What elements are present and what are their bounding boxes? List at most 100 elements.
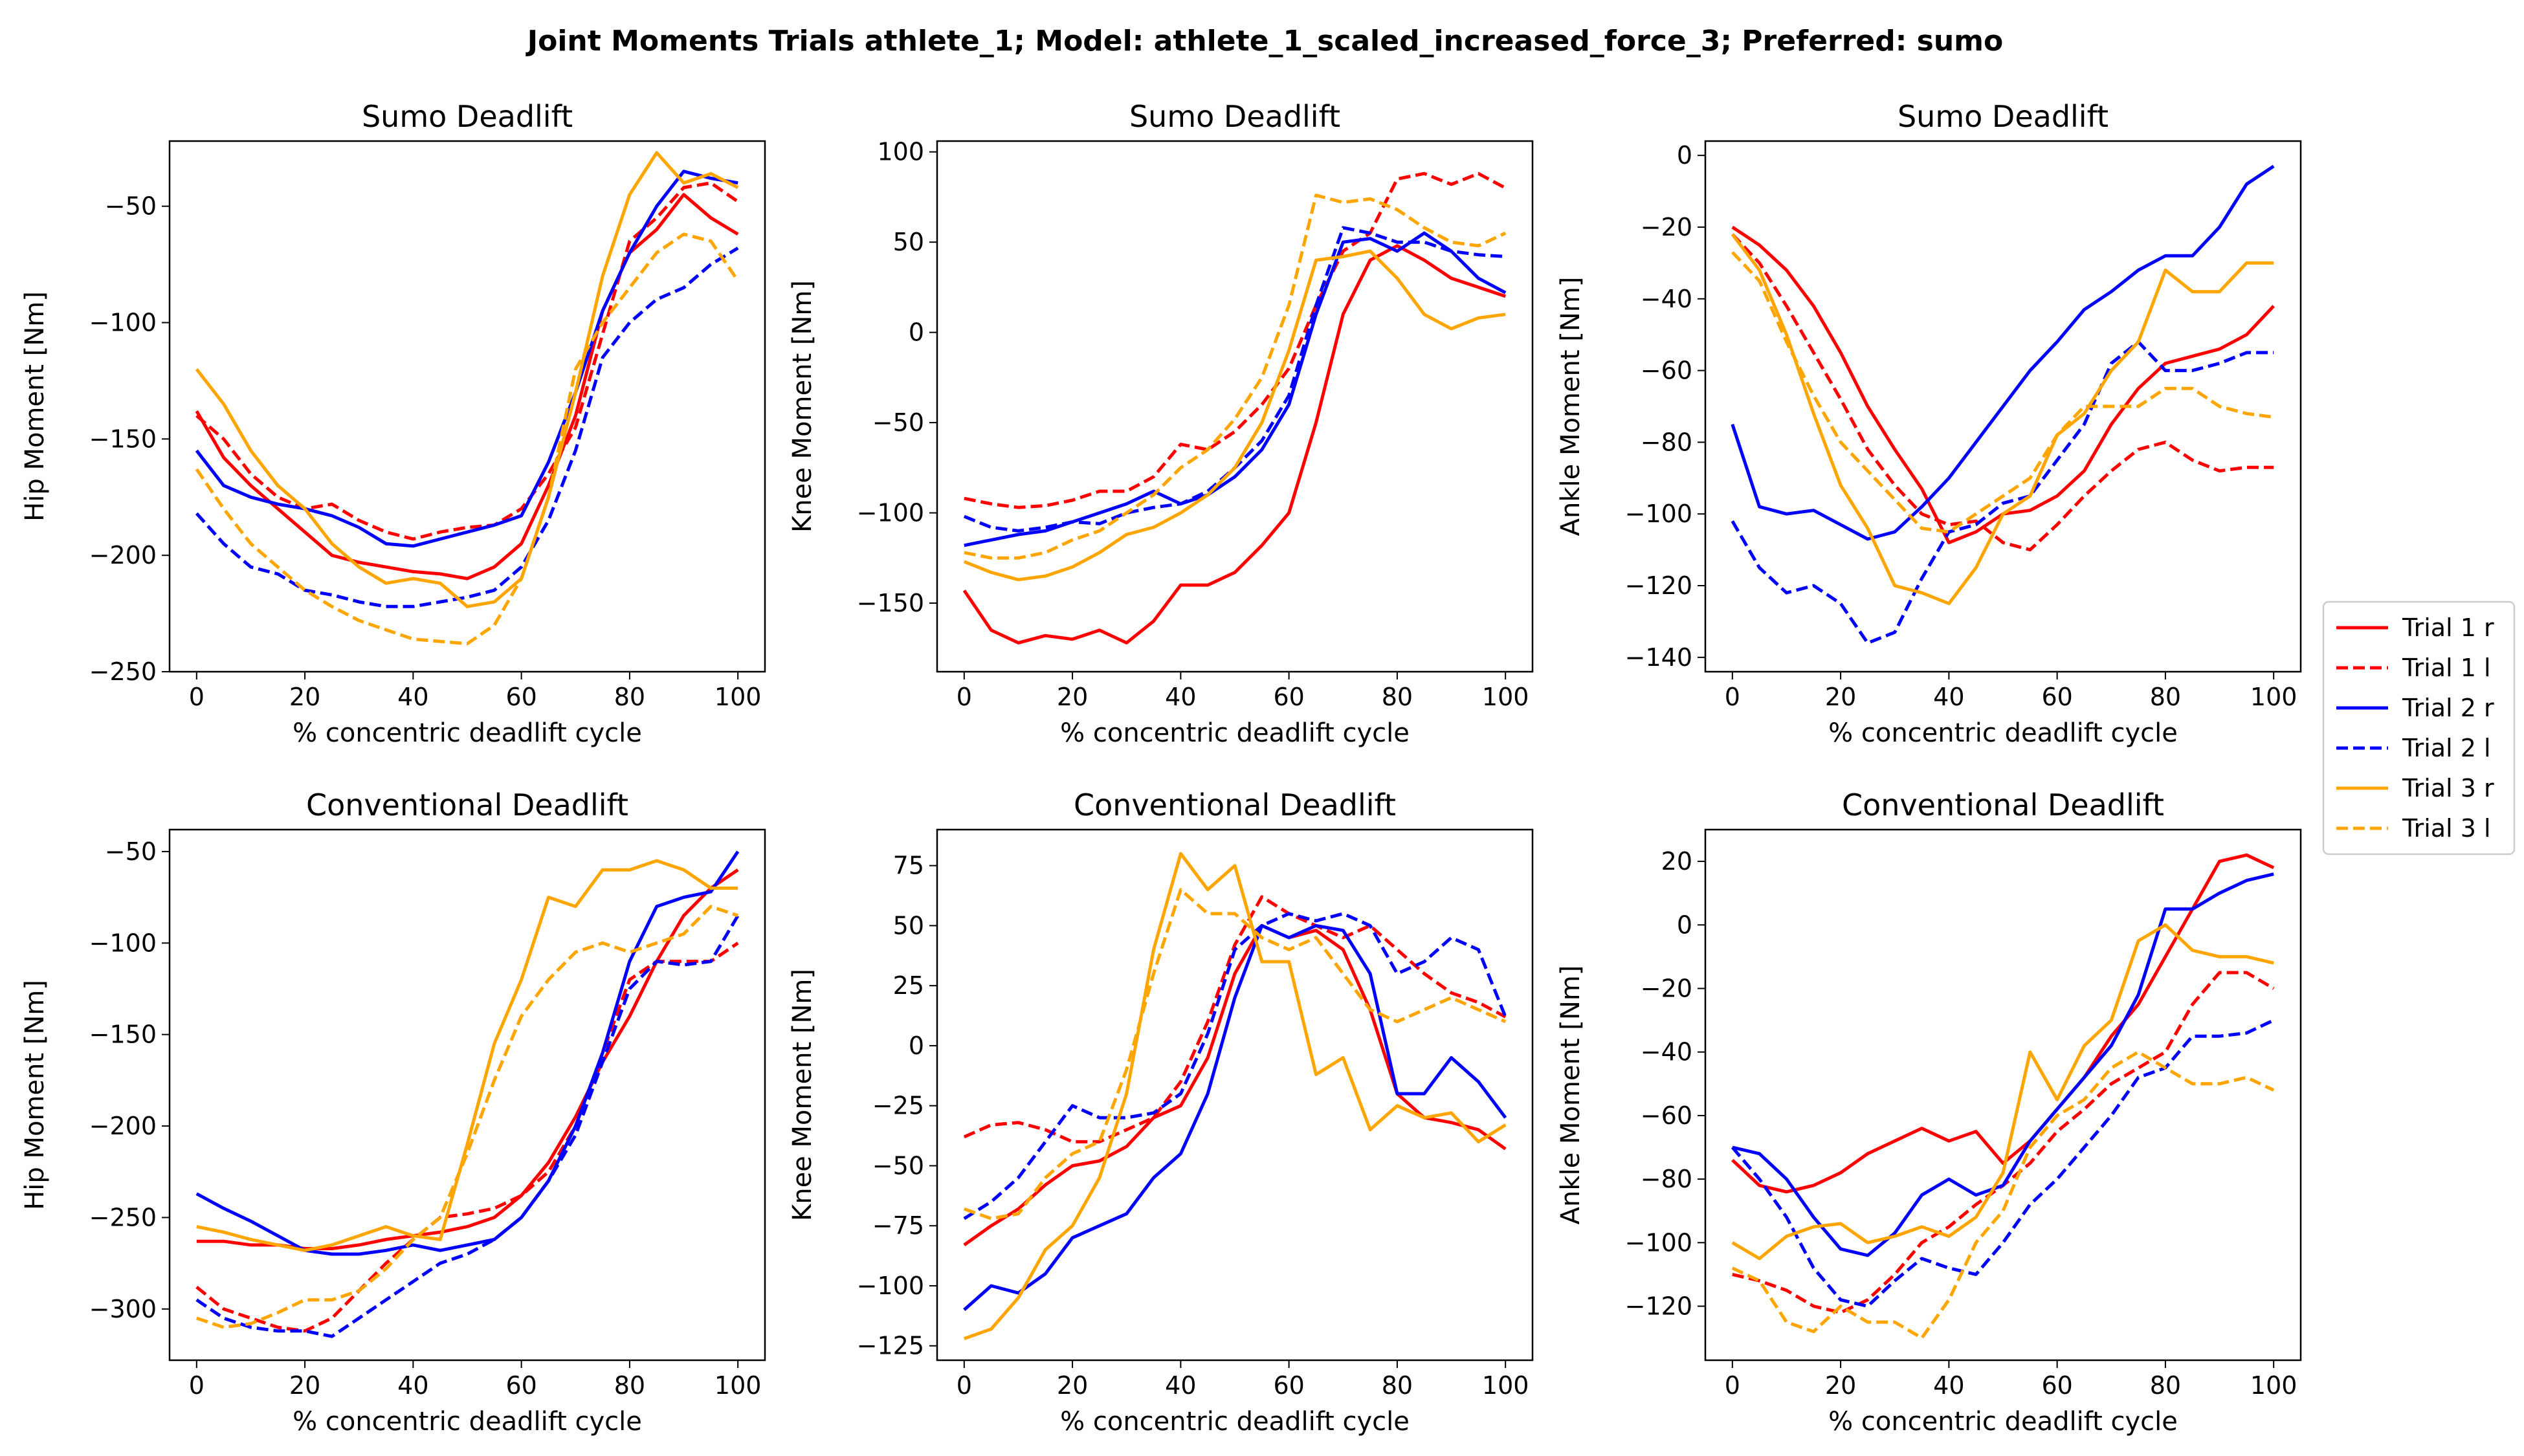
x-tick-label: 20: [289, 683, 320, 711]
series-line-trial-3-l: [1731, 251, 2274, 534]
x-tick-label: 20: [1825, 1371, 1856, 1400]
y-tick-label: −120: [1625, 571, 1692, 600]
series-line-trial-3-r: [1731, 923, 2274, 1261]
series-line-trial-2-l: [1731, 340, 2274, 645]
y-axis-label: Knee Moment [Nm]: [788, 280, 817, 533]
x-tick-label: 60: [2041, 683, 2072, 711]
subplot-6: 0 20 40 60 80 100 −120 −100 −80 −60 −40 −20 0 20 Conve…: [1556, 788, 2302, 1437]
x-axis-label: % concentric deadlift cycle: [293, 718, 642, 748]
x-tick-label: 0: [189, 683, 205, 711]
x-tick-label: 100: [1482, 683, 1529, 711]
axes-frame: [1704, 140, 2302, 673]
y-tick-label: 0: [1677, 141, 1692, 170]
series-line-trial-2-l: [195, 247, 739, 608]
y-tick-label: −100: [857, 499, 924, 527]
y-tick-label: −20: [1641, 975, 1692, 1003]
legend-box: [2322, 601, 2516, 855]
x-tick-label: 60: [1273, 683, 1304, 711]
series-group: [195, 151, 740, 646]
x-tick-label: 60: [505, 683, 537, 711]
series-line-trial-1-l: [195, 181, 739, 541]
series-line-trial-3-l: [195, 232, 740, 646]
series-line-trial-3-r: [195, 151, 739, 608]
subplot-title: Sumo Deadlift: [362, 99, 573, 134]
axes-frame: [168, 140, 766, 673]
x-tick-label: 60: [505, 1371, 537, 1400]
legend: Trial 1 r Trial 1 l Trial 2 r Trial 2 l Tria…: [2322, 601, 2516, 855]
x-axis-label: % concentric deadlift cycle: [1828, 1407, 2178, 1437]
axes-frame: [1704, 828, 2302, 1362]
y-tick-label: −300: [89, 1295, 157, 1323]
series-line-trial-2-l: [963, 226, 1506, 533]
y-tick-label: 0: [909, 318, 924, 347]
x-tick-label: 0: [189, 1371, 205, 1400]
x-tick-label: 40: [1933, 1371, 1964, 1400]
y-axis-label: Hip Moment [Nm]: [20, 980, 50, 1210]
series-line-trial-2-l: [195, 914, 740, 1338]
series-line-trial-1-l: [1732, 971, 2275, 1314]
subplot-3: 0 20 40 60 80 100 −140 −120 −100 −80 −60 −40 −20 0 Sum…: [1556, 99, 2302, 748]
x-tick-label: 100: [2250, 1371, 2297, 1400]
y-tick-label: −25: [872, 1092, 924, 1120]
y-tick-label: −100: [1625, 1228, 1692, 1257]
x-axis-label: % concentric deadlift cycle: [293, 1407, 642, 1437]
y-tick-label: −75: [872, 1211, 924, 1240]
x-tick-label: 60: [2041, 1371, 2072, 1400]
series-line-trial-2-r: [1731, 164, 2275, 541]
y-tick-label: −50: [105, 837, 157, 866]
y-tick-label: 20: [1661, 847, 1692, 876]
subplot-title: Sumo Deadlift: [1129, 99, 1340, 134]
legend-label: Trial 1 l: [2402, 654, 2491, 682]
series-line-trial-3-l: [1731, 1050, 2275, 1340]
x-tick-label: 20: [1825, 683, 1856, 711]
x-tick-label: 100: [714, 1371, 762, 1400]
series-line-trial-3-r: [196, 859, 738, 1252]
y-tick-label: −60: [1641, 357, 1692, 385]
series-line-trial-2-l: [963, 912, 1507, 1220]
x-tick-label: 0: [1725, 1371, 1740, 1400]
series-line-trial-3-r: [963, 852, 1507, 1340]
y-tick-label: −50: [105, 192, 157, 221]
series-line-trial-3-l: [196, 905, 738, 1329]
x-tick-label: 80: [2150, 683, 2181, 711]
series-line-trial-1-r: [195, 193, 739, 580]
y-tick-label: 25: [893, 971, 924, 1000]
y-tick-label: −200: [89, 1112, 157, 1140]
y-tick-label: −50: [872, 1151, 924, 1180]
series-line-trial-1-l: [1731, 233, 2274, 552]
x-tick-label: 40: [1165, 683, 1196, 711]
subplot-5: 0 20 40 60 80 100 −125 −100 −75 −50 −25 0 25 50 75 Conv…: [788, 788, 1534, 1437]
x-tick-label: 20: [1057, 683, 1088, 711]
series-group: [1731, 164, 2275, 645]
series-line-trial-1-r: [196, 868, 739, 1250]
x-tick-label: 0: [1725, 683, 1740, 711]
subplot-1: 0 20 40 60 80 100 −250 −200 −150 −100 −50 Sumo Dead…: [20, 99, 766, 748]
x-tick-label: 100: [2250, 683, 2297, 711]
series-line-trial-2-r: [195, 170, 738, 548]
y-tick-label: −40: [1641, 1038, 1692, 1066]
y-tick-label: −20: [1641, 213, 1692, 241]
subplot-title: Conventional Deadlift: [1074, 788, 1396, 822]
series-group: [963, 852, 1507, 1340]
y-axis-label: Knee Moment [Nm]: [788, 969, 817, 1221]
axes-frame: [168, 828, 766, 1362]
x-tick-label: 40: [1933, 683, 1964, 711]
y-tick-label: 0: [909, 1031, 924, 1060]
y-tick-label: −150: [857, 589, 924, 617]
x-tick-label: 40: [397, 683, 428, 711]
series-group: [1731, 853, 2275, 1340]
legend-label: Trial 2 r: [2402, 694, 2494, 722]
series-group: [962, 171, 1507, 645]
legend-label: Trial 1 r: [2402, 613, 2494, 642]
y-axis-label: Ankle Moment [Nm]: [1556, 277, 1586, 536]
y-tick-label: −120: [1625, 1292, 1692, 1321]
y-tick-label: 0: [1677, 910, 1692, 939]
series-line-trial-1-l: [963, 895, 1507, 1143]
x-tick-label: 20: [289, 1371, 320, 1400]
series-line-trial-3-r: [1731, 233, 2274, 606]
x-tick-label: 20: [1057, 1371, 1088, 1400]
y-axis-label: Ankle Moment [Nm]: [1556, 965, 1586, 1225]
series-line-trial-1-r: [1731, 853, 2275, 1194]
y-tick-label: −100: [89, 309, 157, 337]
